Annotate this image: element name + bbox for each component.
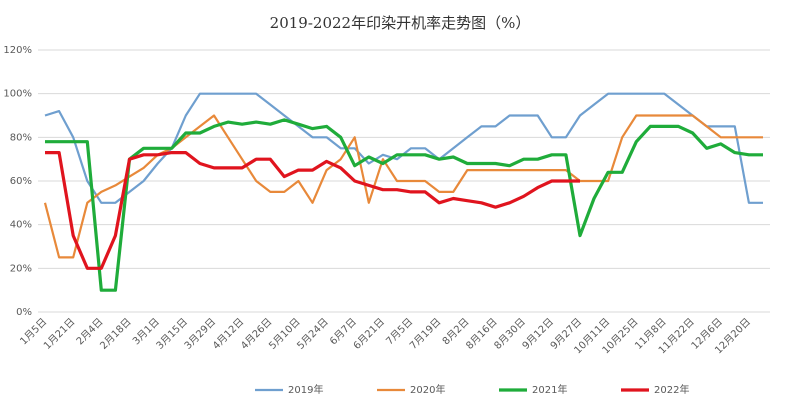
y-tick-label: 0% — [16, 307, 32, 318]
series-line — [45, 151, 580, 270]
series-line — [45, 118, 763, 292]
legend-label: 2022年 — [654, 383, 689, 396]
y-tick-label: 100% — [3, 89, 32, 100]
y-tick-label: 40% — [10, 220, 32, 231]
y-tick-label: 20% — [10, 263, 32, 274]
legend-label: 2021年 — [532, 383, 567, 396]
y-tick-label: 80% — [10, 132, 32, 143]
series-line — [43, 114, 763, 259]
legend-label: 2020年 — [410, 383, 445, 396]
legend-label: 2019年 — [288, 383, 323, 396]
chart-title: 2019-2022年印染开机率走势图（%） — [270, 14, 531, 32]
y-tick-label: 60% — [10, 176, 32, 187]
y-tick-label: 120% — [3, 45, 32, 56]
